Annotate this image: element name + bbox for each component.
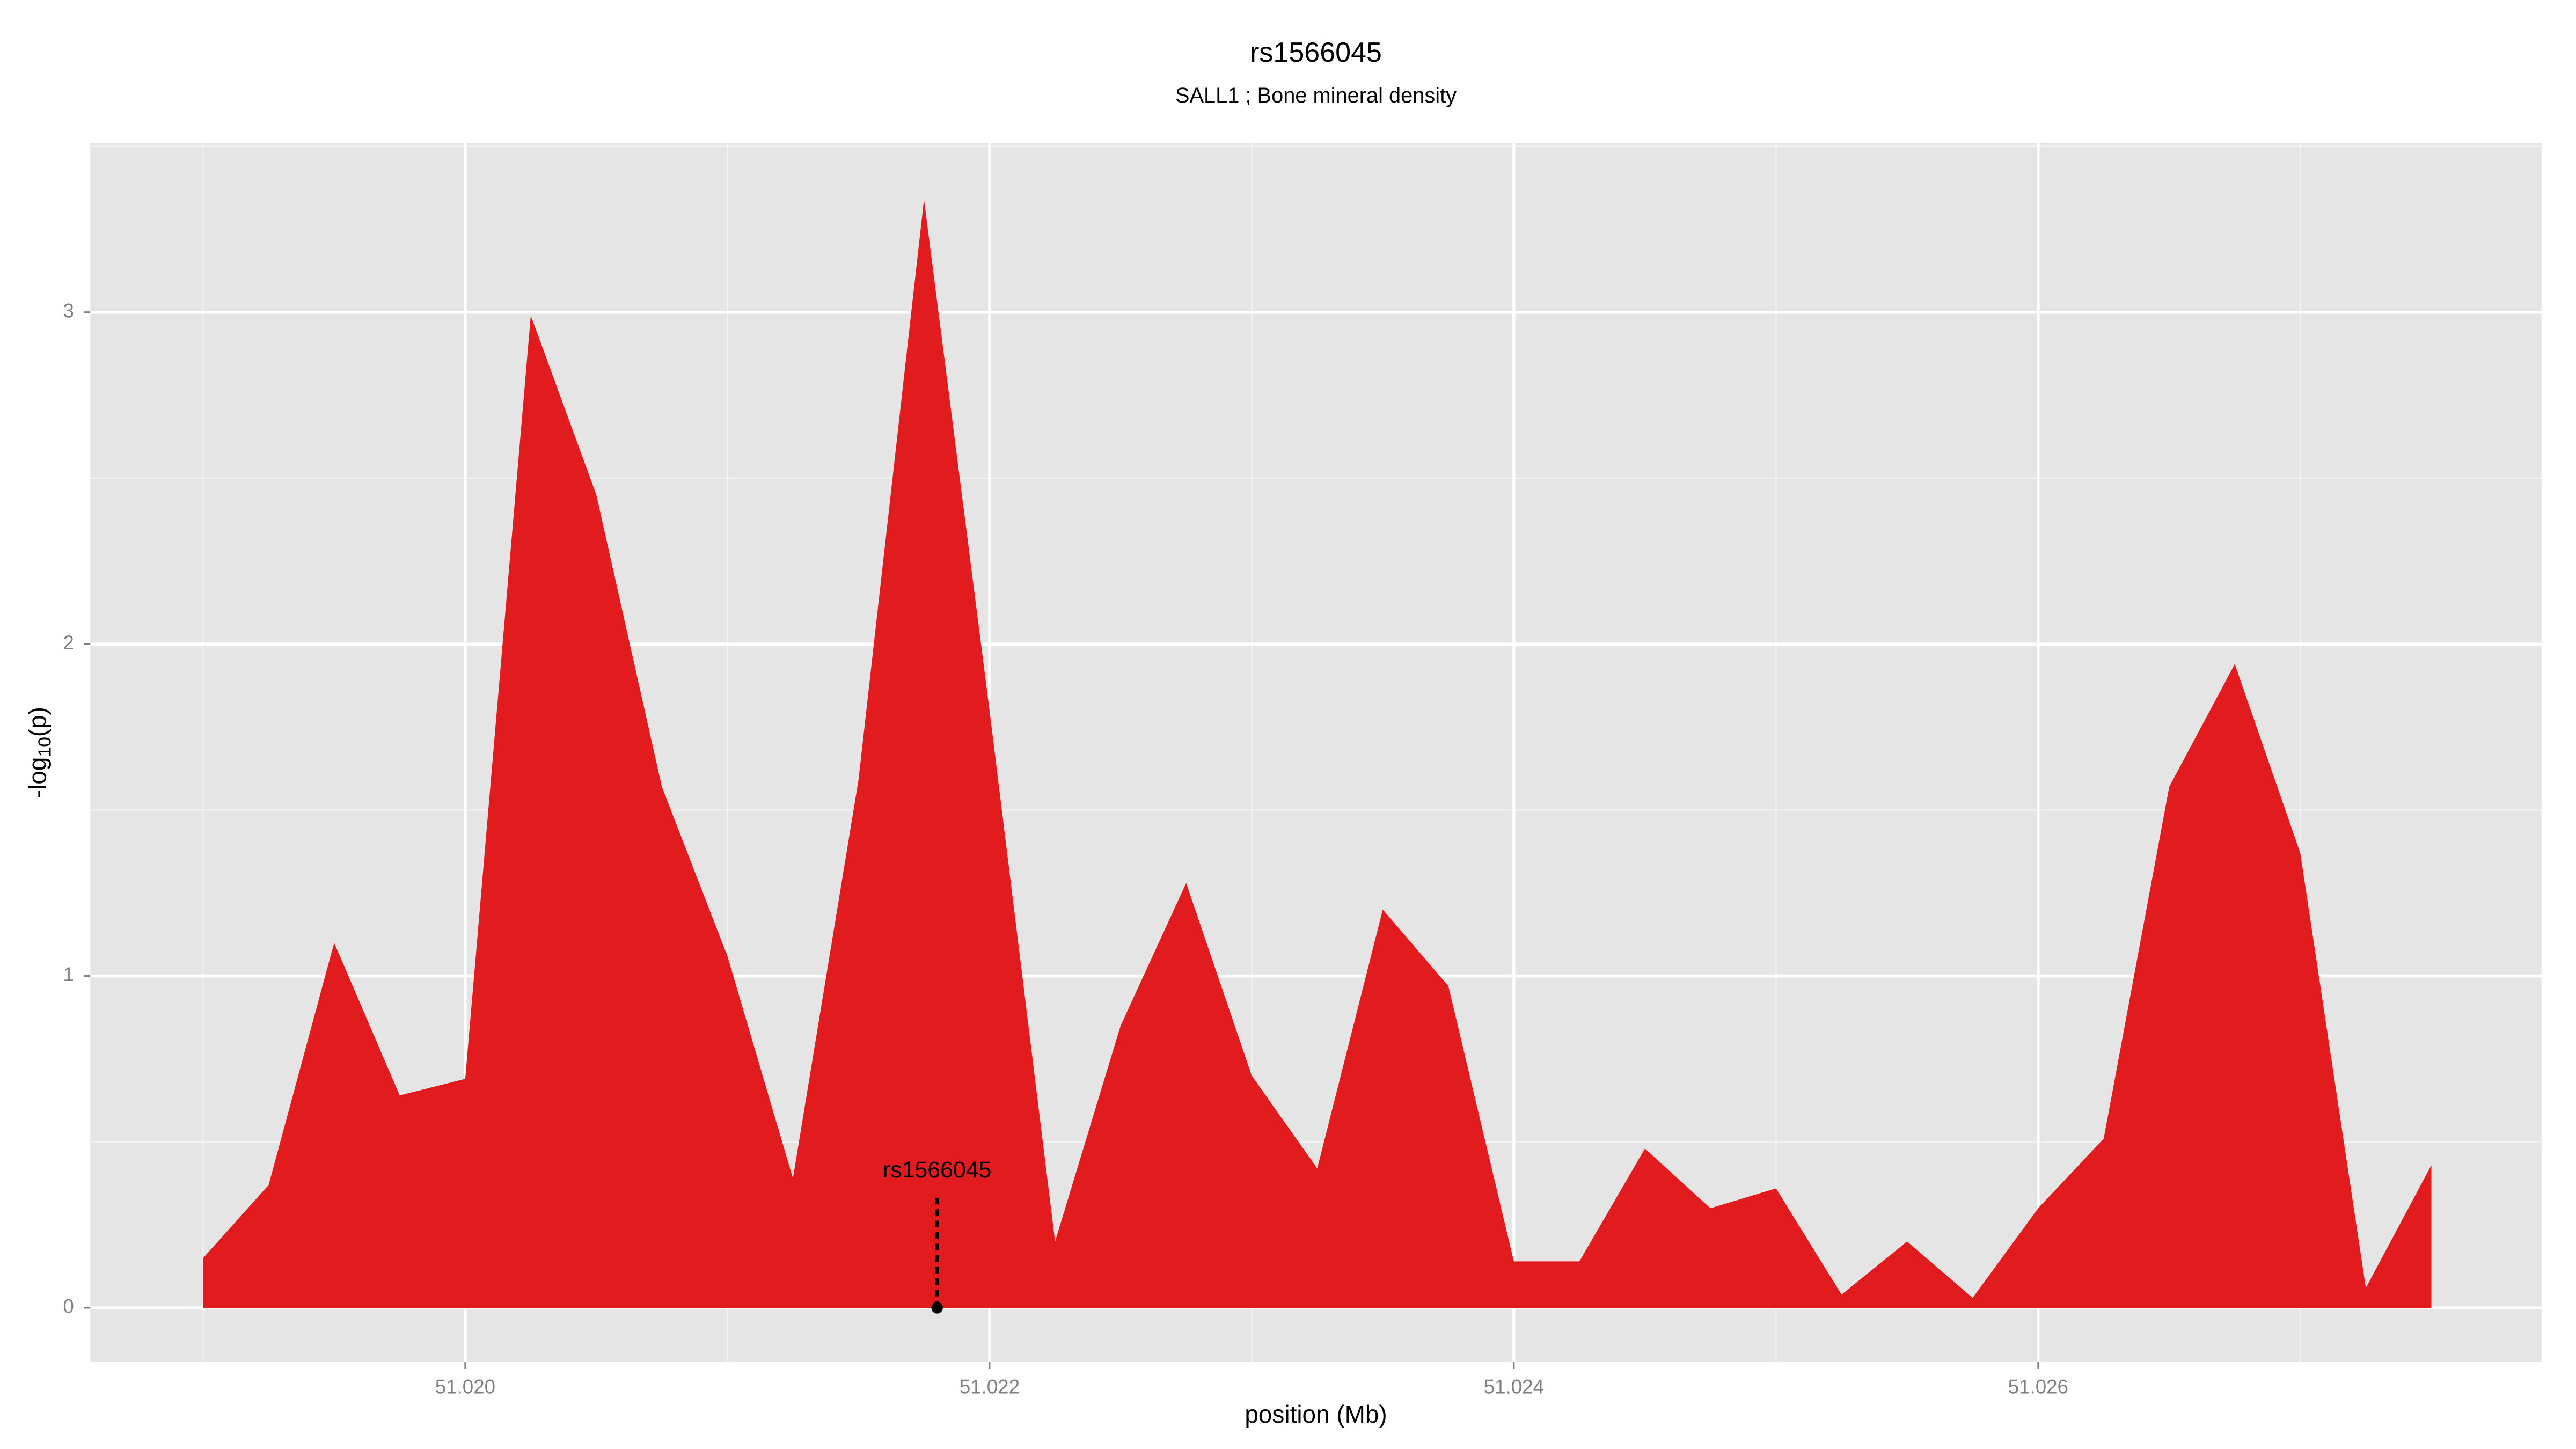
chart-title: rs1566045	[1250, 37, 1382, 68]
area	[203, 199, 2432, 1308]
annotation-point	[931, 1302, 943, 1314]
y-tick-label: 0	[63, 1296, 74, 1318]
y-axis-label: -log10(p)	[24, 707, 55, 798]
y-label-part: -log	[24, 757, 52, 799]
chart-subtitle: SALL1 ; Bone mineral density	[1175, 84, 1457, 107]
y-tick-label: 3	[63, 299, 74, 321]
x-axis-label: position (Mb)	[1245, 1400, 1387, 1428]
x-tick-label: 51.026	[2008, 1375, 2068, 1397]
y-tick-label: 1	[63, 963, 74, 985]
x-tick-label: 51.022	[960, 1375, 1020, 1397]
y-label-sub: 10	[35, 737, 55, 757]
y-label-part: (p)	[24, 707, 52, 737]
x-tick-label: 51.020	[435, 1375, 495, 1397]
x-tick-label: 51.024	[1484, 1375, 1544, 1397]
y-tick-label: 2	[63, 632, 74, 654]
annotation-label: rs1566045	[883, 1157, 991, 1183]
